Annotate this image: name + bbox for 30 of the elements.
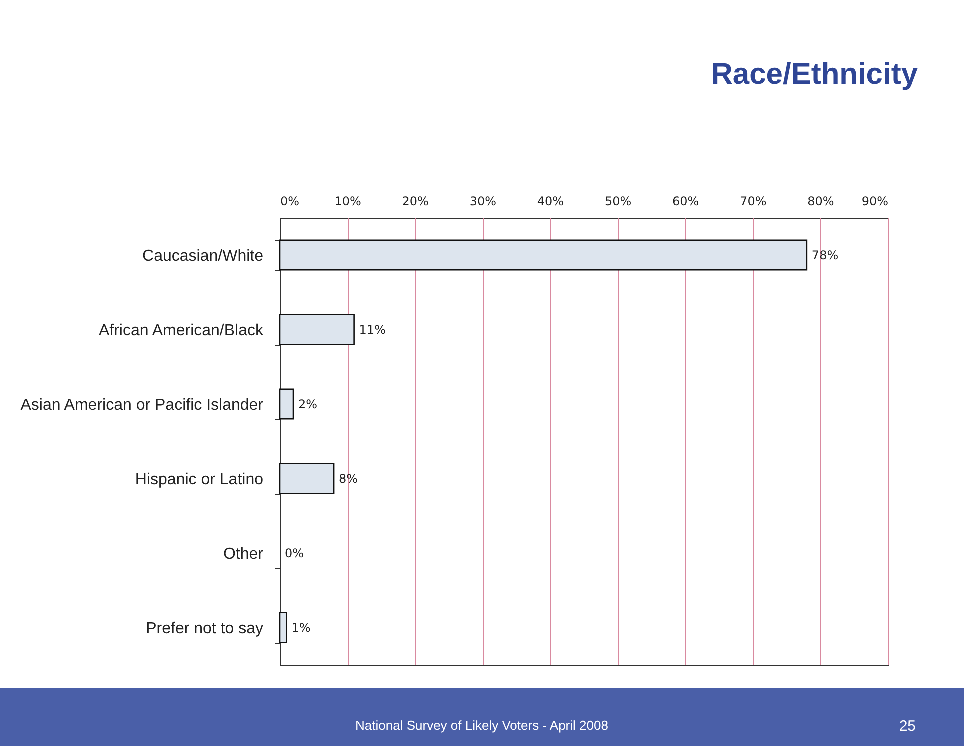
data-label: 11% [359, 322, 386, 337]
x-tick-label: 80% [808, 194, 834, 208]
x-tick-label: 10% [334, 194, 362, 208]
x-tick-label: 0% [280, 194, 300, 208]
x-tick-label: 30% [470, 194, 497, 208]
y-tick-label: Asian American or Pacific Islander [20, 396, 264, 414]
bar [279, 314, 355, 346]
x-tick-label: 60% [672, 194, 700, 208]
x-tick-label: 50% [604, 194, 632, 208]
x-tick-label: 40% [537, 194, 564, 208]
data-label: 0% [285, 546, 304, 560]
y-tick-label: Other [223, 546, 264, 563]
data-label: 78% [812, 248, 839, 262]
bar [279, 463, 335, 494]
x-tick-label: 90% [862, 194, 888, 208]
x-tick-label: 70% [740, 194, 767, 208]
y-tick-label: Caucasian/White [142, 248, 264, 265]
bar [279, 612, 288, 644]
text: 25 [899, 718, 916, 735]
bar [279, 388, 294, 420]
y-tick-label: Hispanic or Latino [135, 471, 264, 488]
y-tick-label: Prefer not to say [146, 620, 264, 638]
text: National Survey of Likely Voters - April 2008 [356, 718, 608, 733]
y-tick-label: African American/Black [98, 322, 264, 340]
bar [279, 240, 808, 271]
data-label: 2% [298, 397, 318, 412]
data-label: 8% [339, 472, 358, 486]
x-tick-label: 20% [402, 194, 429, 208]
chart-title: Race/Ethnicity [711, 58, 918, 92]
data-label: 1% [292, 620, 311, 635]
